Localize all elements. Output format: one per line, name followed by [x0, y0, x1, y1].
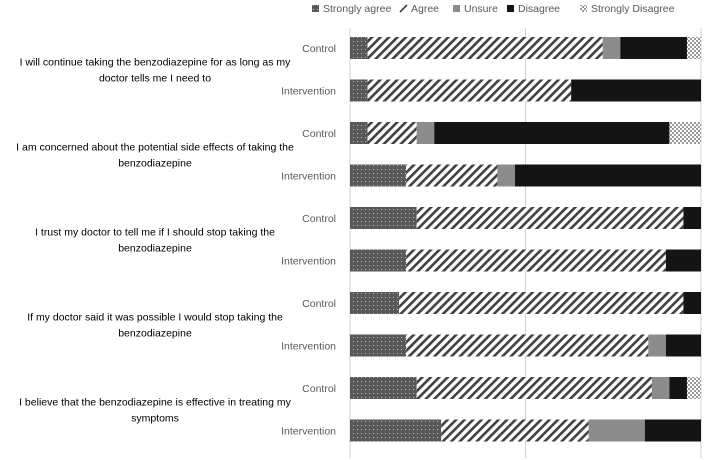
- group-label-control: Control: [302, 128, 336, 140]
- bar-segment-q1-intervention-agree: [367, 79, 572, 102]
- legend-swatch: [507, 5, 514, 12]
- labels-layer: Control Intervention I will continue takin…: [16, 43, 336, 438]
- legend-label: Strongly Disagree: [591, 3, 675, 15]
- bar-segment-q4-intervention-strongly-agree: [350, 334, 407, 357]
- legend-swatch: [312, 5, 319, 12]
- bar-segment-q2-control-unsure: [416, 122, 435, 144]
- bar-segment-q1-intervention-disagree: [571, 79, 701, 102]
- bar-segment-q2-intervention-strongly-agree: [350, 164, 407, 187]
- bar-segment-q3-control-agree: [416, 207, 684, 229]
- bar-segment-q2-intervention-disagree: [514, 164, 701, 187]
- bar-segment-q3-control-disagree: [683, 207, 701, 229]
- group-label-intervention: Intervention: [281, 171, 336, 183]
- group-label-control: Control: [302, 213, 336, 225]
- bar-segment-q4-intervention-disagree: [665, 334, 701, 357]
- question-label-3-line-1: I trust my doctor to tell me if I should…: [35, 226, 275, 238]
- bar-segment-q5-control-strongly-agree: [350, 377, 417, 399]
- bar-segment-q4-control-disagree: [683, 292, 701, 314]
- bar-segment-q2-control-disagree: [434, 122, 670, 144]
- legend-swatch: [453, 5, 460, 12]
- question-label-5-line-1: I believe that the benzodiazepine is eff…: [19, 396, 292, 408]
- legend-item-strongly-agree: Strongly agree: [312, 3, 391, 15]
- bar-segment-q3-intervention-agree: [406, 249, 666, 272]
- group-label-intervention: Intervention: [281, 86, 336, 98]
- legend-label: Agree: [411, 3, 439, 15]
- group-label-control: Control: [302, 298, 336, 310]
- question-label-1-line-1: I will continue taking the benzodiazepin…: [20, 56, 292, 68]
- bar-segment-q4-intervention-agree: [406, 334, 649, 357]
- bar-segment-q2-control-strongly-agree: [350, 122, 368, 144]
- legend-label: Unsure: [464, 3, 498, 15]
- bar-segment-q5-control-strongly-disagree: [686, 377, 701, 399]
- bar-segment-q5-intervention-disagree: [644, 419, 701, 442]
- legend-swatch: [580, 5, 587, 12]
- group-label-control: Control: [302, 43, 336, 55]
- legend-label: Disagree: [518, 3, 560, 15]
- bar-segment-q2-control-strongly-disagree: [669, 122, 701, 144]
- bar-segment-q5-control-unsure: [651, 377, 670, 399]
- question-label-4-line-1: If my doctor said it was possible I woul…: [27, 311, 283, 323]
- legend-label: Strongly agree: [323, 3, 391, 15]
- legend: Strongly agree Agree Unsure Disagree Strongl…: [312, 3, 675, 15]
- bar-segment-q1-control-unsure: [602, 37, 621, 59]
- bar-segment-q4-control-agree: [399, 292, 684, 314]
- bar-segment-q4-intervention-unsure: [648, 334, 666, 357]
- question-label-2-line-1: I am concerned about the potential side …: [16, 141, 294, 153]
- group-label-intervention: Intervention: [281, 341, 336, 353]
- legend-item-disagree: Disagree: [507, 3, 560, 15]
- bar-segment-q5-intervention-strongly-agree: [350, 419, 442, 442]
- group-label-intervention: Intervention: [281, 256, 336, 268]
- question-label-3-line-2: benzodiazepine: [118, 242, 192, 254]
- bar-segment-q2-control-agree: [367, 122, 417, 144]
- legend-item-agree: Agree: [399, 3, 439, 15]
- bar-segment-q1-control-agree: [367, 37, 603, 59]
- bar-segment-q1-control-strongly-disagree: [686, 37, 701, 59]
- bar-segment-q5-intervention-agree: [441, 419, 589, 442]
- question-label-4-line-2: benzodiazepine: [118, 327, 192, 339]
- bar-segment-q2-intervention-agree: [406, 164, 498, 187]
- bar-segment-q5-control-agree: [416, 377, 652, 399]
- question-label-2-line-2: benzodiazepine: [118, 157, 192, 169]
- legend-item-unsure: Unsure: [453, 3, 498, 15]
- question-label-5-line-2: symptoms: [131, 412, 179, 424]
- bar-segment-q1-intervention-strongly-agree: [350, 79, 368, 102]
- bar-segment-q2-intervention-unsure: [497, 164, 515, 187]
- group-label-control: Control: [302, 383, 336, 395]
- legend-item-strongly-disagree: Strongly Disagree: [580, 3, 675, 15]
- bar-segment-q5-control-disagree: [669, 377, 687, 399]
- bar-segment-q3-control-strongly-agree: [350, 207, 417, 229]
- question-label-1-line-2: doctor tells me I need to: [99, 72, 211, 84]
- bars-layer: [350, 37, 701, 442]
- bar-segment-q4-control-strongly-agree: [350, 292, 400, 314]
- bar-segment-q1-control-strongly-agree: [350, 37, 368, 59]
- bar-segment-q1-control-disagree: [620, 37, 687, 59]
- group-label-intervention: Intervention: [281, 426, 336, 438]
- bar-segment-q3-intervention-disagree: [665, 249, 701, 272]
- bar-segment-q5-intervention-unsure: [588, 419, 645, 442]
- bar-segment-q3-intervention-strongly-agree: [350, 249, 407, 272]
